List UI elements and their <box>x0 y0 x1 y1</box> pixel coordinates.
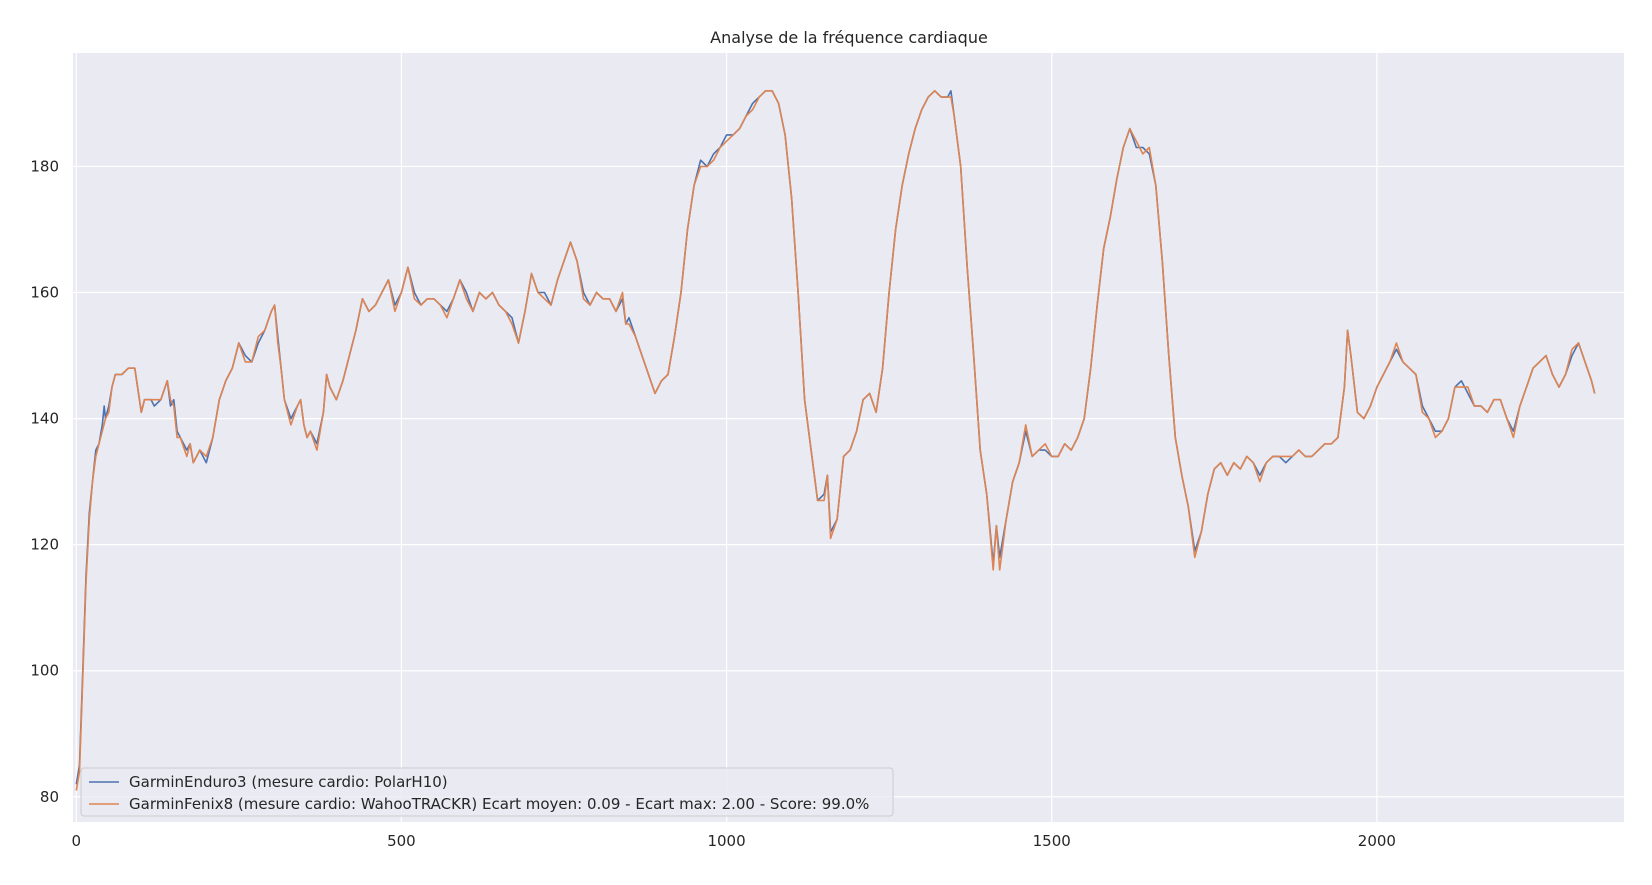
y-tick-label: 180 <box>30 157 59 175</box>
legend: GarminEnduro3 (mesure cardio: PolarH10) G… <box>80 767 894 817</box>
y-tick-label: 140 <box>30 410 59 428</box>
chart-title: Analyse de la fréquence cardiaque <box>710 28 988 47</box>
plot-area: 80 100 120 140 160 180 0 500 1000 1500 2000 <box>30 53 1624 850</box>
y-tick-label: 160 <box>30 284 59 302</box>
x-tick-label: 1500 <box>1033 832 1071 850</box>
legend-label-2: GarminFenix8 (mesure cardio: WahooTRACKR… <box>129 795 869 813</box>
legend-label-1: GarminEnduro3 (mesure cardio: PolarH10) <box>129 773 448 791</box>
x-tick-label: 2000 <box>1358 832 1396 850</box>
y-tick-label: 80 <box>40 788 59 806</box>
x-tick-label: 500 <box>387 832 416 850</box>
y-tick-label: 120 <box>30 536 59 554</box>
plot-background <box>73 53 1624 822</box>
series-line-2 <box>75 90 1596 791</box>
y-tick-label: 100 <box>30 662 59 680</box>
x-tick-label: 0 <box>71 832 81 850</box>
legend-box <box>80 767 894 817</box>
x-tick-label: 1000 <box>707 832 745 850</box>
